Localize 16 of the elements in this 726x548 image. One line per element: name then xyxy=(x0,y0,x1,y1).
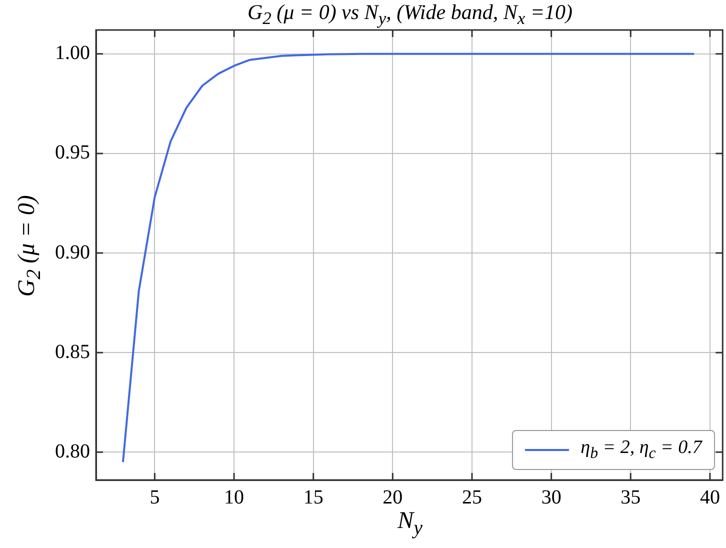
legend-label: η$_{b}$ = 2, η$_{c}$ = 0.7 xyxy=(580,437,702,463)
chart-title: G$_{2}$ (μ = 0) vs N$_{y}$, (Wide band, N$_{x}$ =10) xyxy=(246,0,574,30)
x-tick-label: 40 xyxy=(700,486,720,508)
x-tick-label: 20 xyxy=(382,486,403,508)
x-tick-label: 10 xyxy=(224,486,244,508)
x-tick-label: 5 xyxy=(150,486,160,508)
y-tick-label: 1.00 xyxy=(55,42,90,64)
y-tick-label: 0.95 xyxy=(55,142,90,164)
y-tick-label: 0.90 xyxy=(55,241,90,264)
x-tick-label: 35 xyxy=(620,486,641,508)
y-tick-label: 0.85 xyxy=(55,340,90,363)
x-axis-title: N$_{y}$ xyxy=(396,508,424,540)
x-tick-label: 25 xyxy=(462,486,482,508)
x-tick-label: 30 xyxy=(541,486,562,508)
y-tick-label: 0.80 xyxy=(55,440,90,462)
x-tick-label: 15 xyxy=(303,486,324,508)
